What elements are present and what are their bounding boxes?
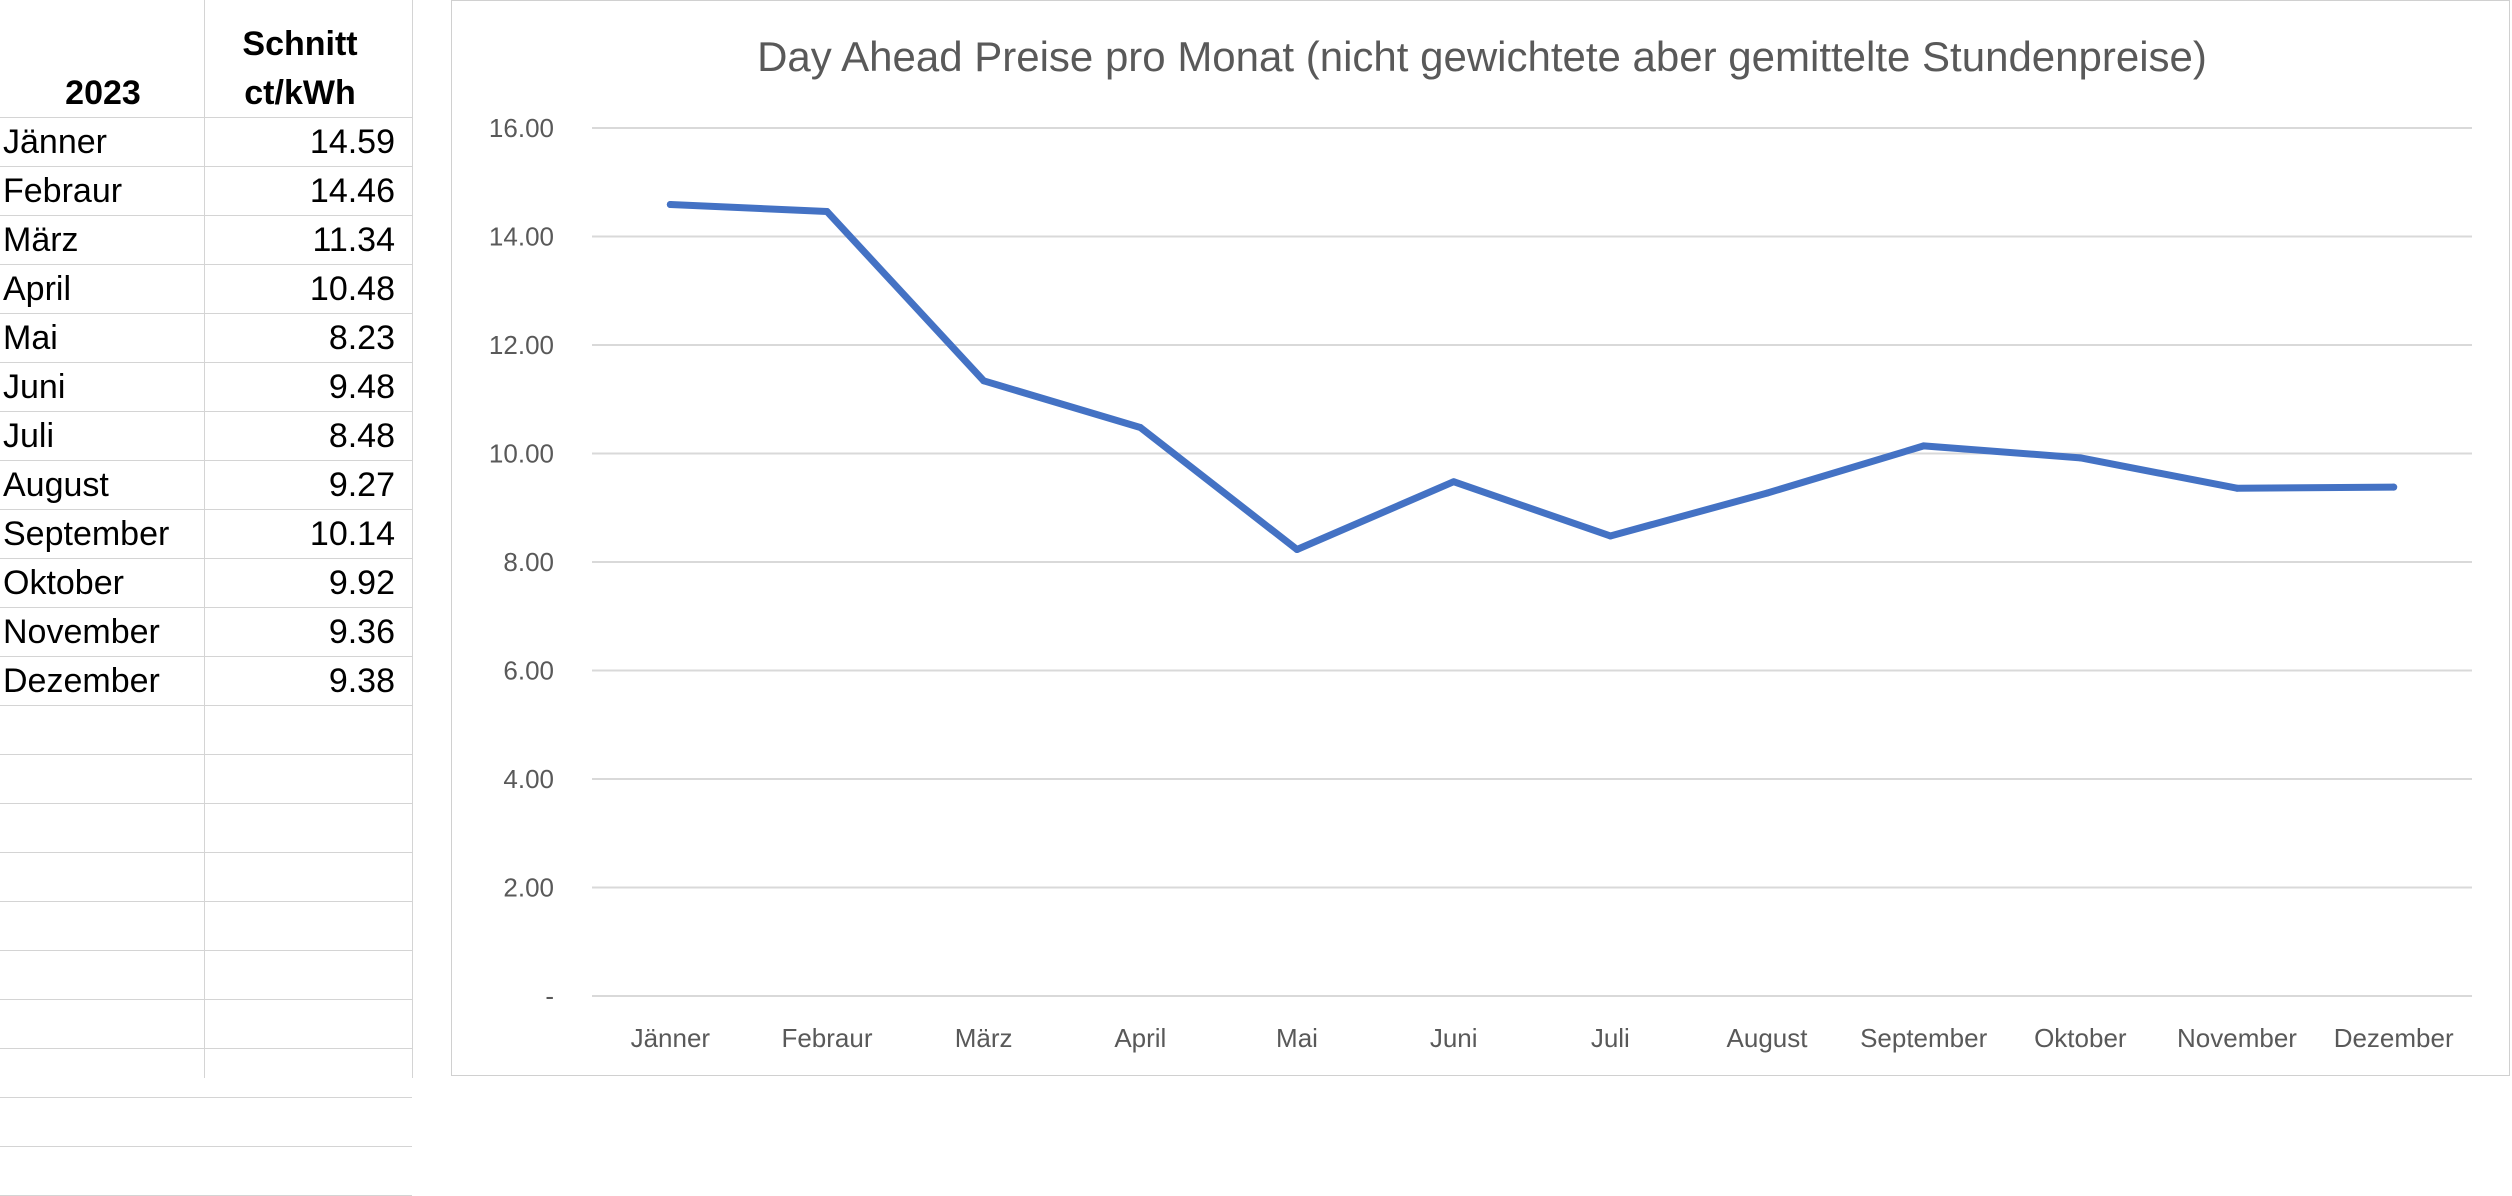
y-tick-label: 16.00 [489,113,554,143]
row-divider [0,852,412,853]
y-tick-label: - [545,981,554,1011]
x-tick-label: November [2177,1023,2297,1053]
month-cell[interactable]: Jänner [3,123,107,161]
header-year[interactable]: 2023 [65,74,141,112]
value-cell[interactable]: 14.46 [309,172,395,210]
y-tick-label: 6.00 [503,656,554,686]
chart-title: Day Ahead Preise pro Monat (nicht gewich… [757,33,2207,80]
row-divider [0,460,412,461]
x-tick-label: Jänner [631,1023,711,1053]
line-chart[interactable]: Day Ahead Preise pro Monat (nicht gewich… [451,0,2510,1076]
data-point[interactable] [1606,532,1614,540]
row-divider [0,313,412,314]
x-tick-label: September [1860,1023,1988,1053]
header-schnitt[interactable]: Schnitt [242,25,358,63]
data-point[interactable] [2233,484,2241,492]
x-tick-label: August [1727,1023,1809,1053]
value-cell[interactable]: 14.59 [309,123,395,161]
month-cell[interactable]: September [3,515,170,553]
value-cell[interactable]: 11.34 [312,221,395,259]
month-cell[interactable]: Oktober [3,564,124,602]
value-cell[interactable]: 8.48 [328,417,395,455]
value-cell[interactable]: 9.48 [328,368,395,406]
row-divider [0,705,412,706]
data-point[interactable] [1450,478,1458,486]
x-tick-label: Febraur [781,1023,872,1053]
y-tick-label: 10.00 [489,439,554,469]
data-point[interactable] [1920,442,1928,450]
row-divider [0,558,412,559]
header-unit[interactable]: ct/kWh [244,74,356,112]
row-divider [0,362,412,363]
spreadsheet: Schnitt 2023 ct/kWh Jänner 14.59 Febraur 14… [0,0,413,1196]
value-cell[interactable]: 10.14 [309,515,395,553]
row-divider [0,1048,412,1049]
value-cell[interactable]: 9.38 [328,662,395,700]
row-divider [0,803,412,804]
x-tick-label: Mai [1276,1023,1318,1053]
row-divider [0,411,412,412]
y-tick-label: 14.00 [489,222,554,252]
data-point[interactable] [980,377,988,385]
x-tick-label: Dezember [2334,1023,2454,1053]
column-divider [412,0,413,1078]
month-cell[interactable]: März [3,221,79,259]
month-cell[interactable]: Mai [3,319,58,357]
row-divider [0,166,412,167]
value-cell[interactable]: 9.92 [328,564,395,602]
value-cell[interactable]: 10.48 [309,270,395,308]
x-tick-label: April [1114,1023,1166,1053]
month-cell[interactable]: Dezember [3,662,160,700]
month-cell[interactable]: August [3,466,109,504]
month-cell[interactable]: Juni [3,368,66,406]
row-divider [0,117,412,118]
row-divider [0,509,412,510]
row-divider [0,215,412,216]
x-tick-label: Juli [1591,1023,1630,1053]
month-cell[interactable]: Juli [3,417,55,455]
data-point[interactable] [666,200,674,208]
month-cell[interactable]: November [3,613,160,651]
row-divider [0,754,412,755]
row-divider [0,1097,412,1098]
x-tick-label: Oktober [2034,1023,2127,1053]
y-tick-label: 2.00 [503,873,554,903]
value-cell[interactable]: 8.23 [328,319,395,357]
row-divider [0,999,412,1000]
data-point[interactable] [1136,423,1144,431]
data-point[interactable] [1763,489,1771,497]
data-point[interactable] [2076,454,2084,462]
x-tick-label: März [955,1023,1013,1053]
value-cell[interactable]: 9.36 [328,613,395,651]
data-point[interactable] [823,208,831,216]
data-point[interactable] [1293,546,1301,554]
value-cell[interactable]: 9.27 [328,466,395,504]
chart-canvas: Day Ahead Preise pro Monat (nicht gewich… [489,33,2472,1053]
y-tick-label: 8.00 [503,547,554,577]
row-divider [0,901,412,902]
data-point[interactable] [2390,483,2398,491]
month-cell[interactable]: April [3,270,72,308]
row-divider [0,950,412,951]
month-cell[interactable]: Febraur [3,172,123,210]
row-divider [0,656,412,657]
row-divider [0,1146,412,1147]
x-tick-label: Juni [1430,1023,1478,1053]
row-divider [0,607,412,608]
series-line[interactable] [666,200,2398,554]
y-tick-label: 12.00 [489,330,554,360]
column-divider [204,0,205,1078]
row-divider [0,264,412,265]
y-tick-label: 4.00 [503,764,554,794]
